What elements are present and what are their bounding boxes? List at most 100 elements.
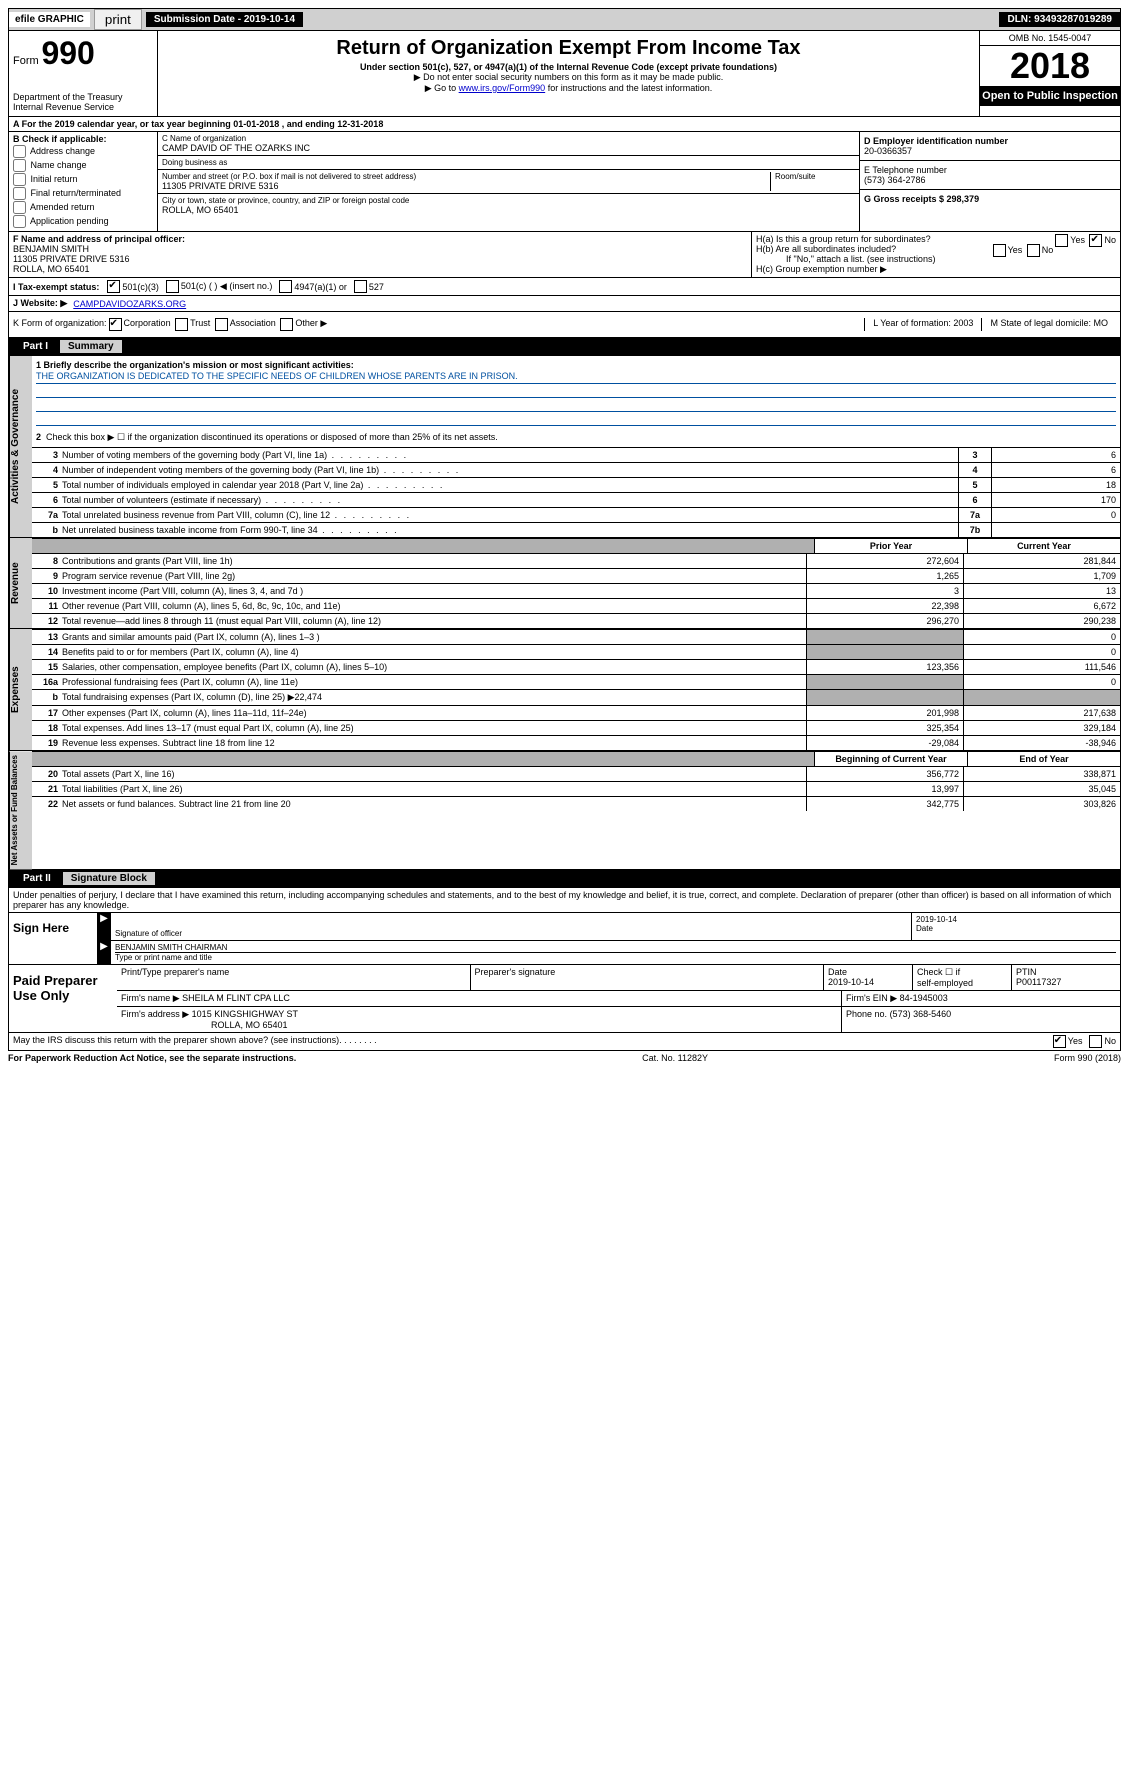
k-label: K Form of organization: <box>13 318 107 331</box>
end-year-header: End of Year <box>967 752 1120 766</box>
chk-trust[interactable] <box>175 318 188 331</box>
street-address: 11305 PRIVATE DRIVE 5316 <box>162 181 770 191</box>
dept-label: Department of the Treasury Internal Reve… <box>13 92 153 112</box>
header-line1: ▶ Do not enter social security numbers o… <box>162 72 975 83</box>
discuss-q: May the IRS discuss this return with the… <box>13 1035 339 1048</box>
box-c: C Name of organization CAMP DAVID OF THE… <box>158 132 859 231</box>
ha-row: H(a) Is this a group return for subordin… <box>756 234 1116 244</box>
part1-title: Summary <box>60 340 122 353</box>
c-label: C Name of organization <box>162 134 855 143</box>
declaration-text: Under penalties of perjury, I declare th… <box>8 888 1121 913</box>
chk-527[interactable] <box>354 280 367 293</box>
table-row: 6Total number of volunteers (estimate if… <box>32 492 1120 507</box>
line2-pre: ▶ Go to <box>425 83 459 93</box>
org-name: CAMP DAVID OF THE OZARKS INC <box>162 143 855 153</box>
firm-phone: Phone no. (573) 368-5460 <box>841 1007 1120 1032</box>
row-j: J Website: ▶ CAMPDAVIDOZARKS.ORG <box>8 296 1121 312</box>
irs-link[interactable]: www.irs.gov/Form990 <box>459 83 546 93</box>
website-link[interactable]: CAMPDAVIDOZARKS.ORG <box>73 299 186 309</box>
submission-date: Submission Date - 2019-10-14 <box>146 12 303 27</box>
sig-desc: Signature of officer <box>111 913 911 940</box>
hb-no[interactable] <box>1027 244 1040 257</box>
line2-post: for instructions and the latest informat… <box>548 83 713 93</box>
prep-self: Check ☐ ifself-employed <box>912 965 1011 990</box>
chk-corp[interactable] <box>109 318 122 331</box>
part2-title: Signature Block <box>63 872 155 885</box>
expenses-block: Expenses 13Grants and similar amounts pa… <box>8 629 1121 751</box>
chk-name[interactable]: Name change <box>13 159 153 172</box>
paid-label: Paid Preparer Use Only <box>9 965 117 1032</box>
tax-year: 2018 <box>980 46 1120 86</box>
form-number: 990 <box>41 35 94 71</box>
table-row: 9Program service revenue (Part VIII, lin… <box>32 568 1120 583</box>
prior-year-header: Prior Year <box>814 539 967 553</box>
part1-header: Part I Summary <box>8 338 1121 356</box>
chk-501c3[interactable] <box>107 280 120 293</box>
part1-num: Part I <box>15 341 56 352</box>
chk-other[interactable] <box>280 318 293 331</box>
line-a: A For the 2019 calendar year, or tax yea… <box>8 117 1121 132</box>
firm-ein: Firm's EIN ▶ 84-1945003 <box>841 991 1120 1006</box>
chk-amended[interactable]: Amended return <box>13 201 153 214</box>
officer-name: BENJAMIN SMITH <box>13 244 747 254</box>
m-state: M State of legal domicile: MO <box>981 318 1116 331</box>
part2-num: Part II <box>15 873 59 884</box>
chk-pending[interactable]: Application pending <box>13 215 153 228</box>
form-subtitle: Under section 501(c), 527, or 4947(a)(1)… <box>162 62 975 72</box>
blank-line <box>36 385 1116 398</box>
discuss-yes[interactable] <box>1053 1035 1066 1048</box>
table-row: 17Other expenses (Part IX, column (A), l… <box>32 705 1120 720</box>
footer-mid: Cat. No. 11282Y <box>296 1053 1054 1063</box>
sig-name: BENJAMIN SMITH CHAIRMAN Type or print na… <box>111 941 1120 964</box>
i-label: I Tax-exempt status: <box>13 282 99 292</box>
discuss-no[interactable] <box>1089 1035 1102 1048</box>
e-label: E Telephone number <box>864 165 1116 175</box>
form-title: Return of Organization Exempt From Incom… <box>162 37 975 60</box>
net-header: Beginning of Current Year End of Year <box>32 751 1120 766</box>
discuss-row: May the IRS discuss this return with the… <box>8 1033 1121 1051</box>
d-label: D Employer identification number <box>864 136 1116 146</box>
header-right: OMB No. 1545-0047 2018 Open to Public In… <box>979 31 1120 116</box>
table-row: 22Net assets or fund balances. Subtract … <box>32 796 1120 811</box>
ha-no[interactable] <box>1089 234 1102 247</box>
table-row: bTotal fundraising expenses (Part IX, co… <box>32 689 1120 705</box>
chk-assoc[interactable] <box>215 318 228 331</box>
chk-initial[interactable]: Initial return <box>13 173 153 186</box>
prep-name-hdr: Print/Type preparer's name <box>117 965 470 990</box>
opt-other: Other ▶ <box>295 318 327 331</box>
chk-4947[interactable] <box>279 280 292 293</box>
l-year: L Year of formation: 2003 <box>864 318 981 331</box>
footer: For Paperwork Reduction Act Notice, see … <box>8 1053 1121 1063</box>
prep-sig-hdr: Preparer's signature <box>470 965 824 990</box>
current-year-header: Current Year <box>967 539 1120 553</box>
arrow-icon: ▶ <box>97 913 111 940</box>
hb-yes[interactable] <box>993 244 1006 257</box>
table-row: 13Grants and similar amounts paid (Part … <box>32 629 1120 644</box>
box-b-label: B Check if applicable: <box>13 134 153 144</box>
sign-here-label: Sign Here <box>9 913 97 964</box>
part2-header: Part II Signature Block <box>8 870 1121 888</box>
open-inspection: Open to Public Inspection <box>980 86 1120 106</box>
chk-address[interactable]: Address change <box>13 145 153 158</box>
chk-final[interactable]: Final return/terminated <box>13 187 153 200</box>
dba-label: Doing business as <box>162 158 227 167</box>
f-label: F Name and address of principal officer: <box>13 234 747 244</box>
opt-corp: Corporation <box>124 318 171 331</box>
table-row: 20Total assets (Part X, line 16)356,7723… <box>32 766 1120 781</box>
footer-right: Form 990 (2018) <box>1054 1053 1121 1063</box>
omb-number: OMB No. 1545-0047 <box>980 31 1120 46</box>
firm-name: Firm's name ▶ SHEILA M FLINT CPA LLC <box>117 991 841 1006</box>
ha-yes[interactable] <box>1055 234 1068 247</box>
sign-section: Sign Here ▶ Signature of officer 2019-10… <box>8 913 1121 965</box>
print-button[interactable]: print <box>94 9 142 30</box>
box-b: B Check if applicable: Address change Na… <box>9 132 158 231</box>
table-row: 7aTotal unrelated business revenue from … <box>32 507 1120 522</box>
chk-501c[interactable] <box>166 280 179 293</box>
opt-assoc: Association <box>230 318 276 331</box>
blank-line <box>36 413 1116 426</box>
section-fh: F Name and address of principal officer:… <box>8 232 1121 278</box>
prep-ptin: PTINP00117327 <box>1011 965 1120 990</box>
hb-note: If "No," attach a list. (see instruction… <box>756 254 1116 264</box>
side-revenue: Revenue <box>9 538 32 628</box>
table-row: bNet unrelated business taxable income f… <box>32 522 1120 537</box>
